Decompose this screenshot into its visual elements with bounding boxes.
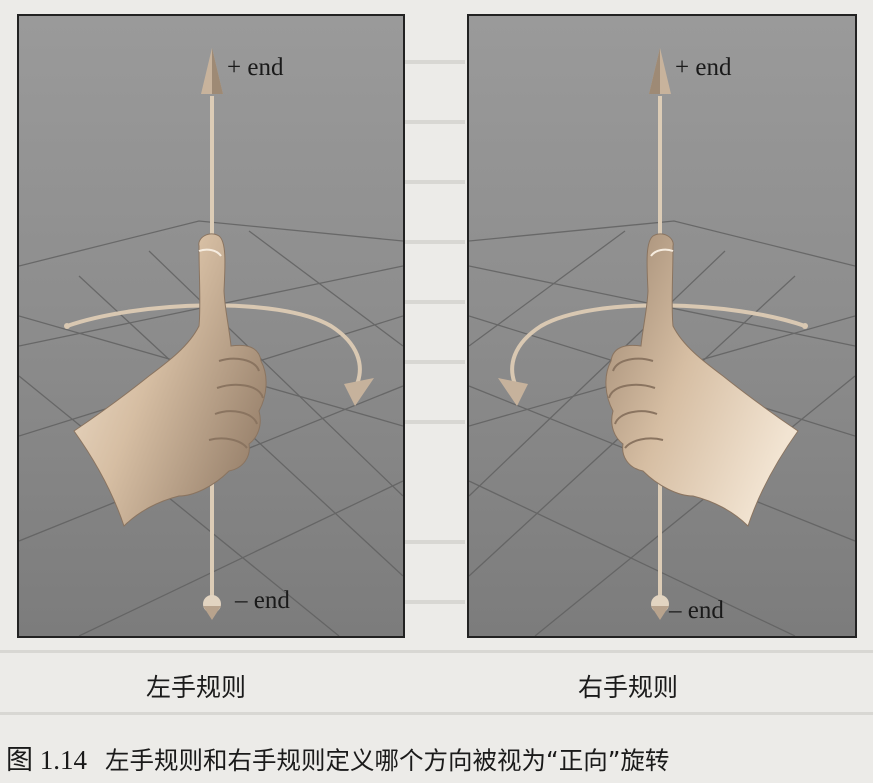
plus-end-label: + end — [227, 54, 284, 81]
figure-caption-text: 左手规则和右手规则定义哪个方向被视为“正向”旋转 — [105, 746, 670, 775]
rotation-arrowhead — [344, 378, 374, 406]
right-rule-caption: 右手规则 — [578, 673, 679, 702]
left-hand-rule-panel: + end – end — [17, 14, 405, 638]
right-hand-rule-illustration: + end – end — [469, 16, 855, 636]
plus-end-label: + end — [675, 54, 732, 81]
figure-caption: 图 1.14 左手规则和右手规则定义哪个方向被视为“正向”旋转 — [6, 738, 669, 777]
minus-end-label: – end — [668, 597, 724, 624]
right-hand — [605, 233, 799, 527]
rotation-arrowhead — [498, 378, 528, 406]
minus-end-cone — [203, 606, 221, 620]
left-hand — [73, 233, 267, 527]
rotation-arc — [510, 303, 806, 385]
left-hand-rule-illustration: + end – end — [19, 16, 403, 636]
minus-end-cone — [651, 606, 669, 620]
rotation-arc — [66, 303, 362, 385]
left-rule-caption: 左手规则 — [146, 673, 247, 702]
figure-number: 图 1.14 — [6, 745, 87, 775]
minus-end-label: – end — [234, 587, 290, 614]
right-hand-rule-panel: + end – end — [467, 14, 857, 638]
